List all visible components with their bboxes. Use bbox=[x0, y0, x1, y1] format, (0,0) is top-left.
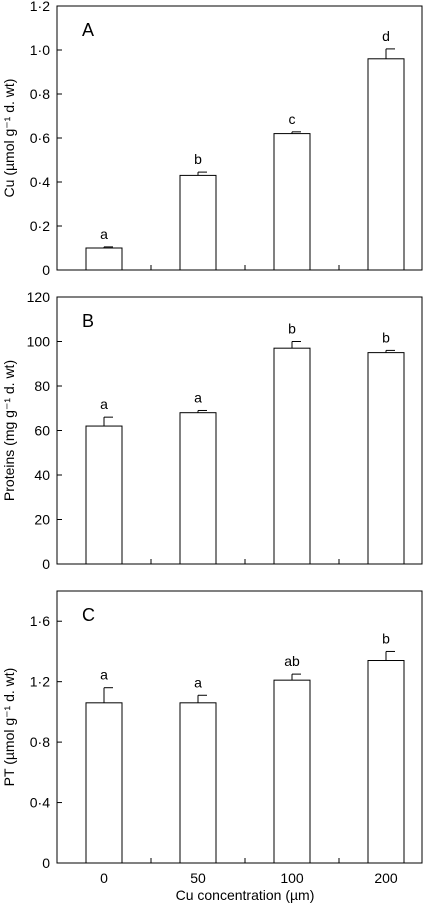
panel-a-bar bbox=[273, 133, 311, 271]
panel-b-ytick-label: 0 bbox=[42, 556, 50, 572]
panel-b-ytick-label: 80 bbox=[34, 378, 50, 394]
panel-c-significance-letter: ab bbox=[284, 653, 300, 669]
panel-c-ytick-label: 0·4 bbox=[30, 795, 50, 811]
panel-c-ytick-label: 0 bbox=[42, 855, 50, 871]
panel-c-significance-letter: a bbox=[194, 674, 202, 690]
panel-c-bar bbox=[179, 702, 217, 864]
panel-a-bar bbox=[367, 58, 405, 271]
panel-b-ytick-label: 120 bbox=[27, 289, 51, 305]
panel-b-significance-letter: a bbox=[194, 389, 202, 405]
panel-a-ytick-label: 1·0 bbox=[30, 42, 50, 58]
panel-b-bar bbox=[85, 425, 123, 565]
x-category-label: 100 bbox=[280, 870, 304, 886]
panel-a-ytick-label: 1·2 bbox=[30, 0, 50, 14]
panel-a-significance-letter: a bbox=[100, 226, 108, 242]
panel-b: 0 20 40 60 80 100 120 Proteins (mg g⁻¹ d. wt) Ba… bbox=[1, 289, 423, 572]
panel-a-ytick-label: 0 bbox=[42, 262, 50, 278]
panel-a: 0 0·2 0·4 0·6 0·8 1·0 1·2 Cu (µmol g⁻¹ d. wt) Aa… bbox=[1, 0, 423, 278]
panel-b-y-axis-label: Proteins (mg g⁻¹ d. wt) bbox=[1, 360, 17, 501]
panel-c-bar bbox=[273, 679, 311, 864]
panel-c-ytick-label: 1·2 bbox=[30, 674, 50, 690]
panel-a-y-axis-label: Cu (µmol g⁻¹ d. wt) bbox=[1, 79, 17, 198]
panel-c-bar bbox=[85, 702, 123, 864]
panel-b-significance-letter: a bbox=[100, 396, 108, 412]
panel-a-bar bbox=[179, 174, 217, 271]
panel-b-bar bbox=[273, 347, 311, 565]
panel-c-ytick-label: 0·8 bbox=[30, 734, 50, 750]
panel-a-letter: A bbox=[82, 20, 94, 40]
panel-a-significance-letter: b bbox=[194, 151, 202, 167]
panel-a-frame bbox=[56, 5, 423, 271]
panel-a-ytick-label: 0·6 bbox=[30, 130, 50, 146]
panel-a-ytick-label: 0·8 bbox=[30, 86, 50, 102]
panel-b-letter: B bbox=[82, 311, 94, 331]
panel-a-bar bbox=[85, 247, 123, 271]
x-category-label: 200 bbox=[374, 870, 398, 886]
panel-b-bar bbox=[367, 352, 405, 565]
panel-b-ytick-label: 20 bbox=[34, 512, 50, 528]
panel-c-bar bbox=[367, 660, 405, 864]
panel-b-significance-letter: b bbox=[382, 329, 390, 345]
shared-x-axis-label: Cu concentration (µm) bbox=[176, 887, 315, 903]
panel-c-frame bbox=[56, 590, 423, 864]
panel-b-ytick-label: 60 bbox=[34, 423, 50, 439]
panel-c-y-axis-label: PT (µmol g⁻¹ d. wt) bbox=[1, 668, 17, 787]
panel-a-significance-letter: d bbox=[382, 28, 390, 44]
panel-b-ytick-label: 100 bbox=[27, 334, 51, 350]
panel-c-ytick-label: 1·6 bbox=[30, 613, 50, 629]
panel-b-significance-letter: b bbox=[288, 321, 296, 337]
panel-c-letter: C bbox=[82, 605, 95, 625]
x-category-label: 0 bbox=[100, 870, 108, 886]
panel-c-significance-letter: a bbox=[100, 667, 108, 683]
panel-a-significance-letter: c bbox=[289, 111, 296, 127]
panel-c: 0 0·4 0·8 1·2 1·6 PT (µmol g⁻¹ d. wt) Ca a ab b 0 5… bbox=[1, 590, 423, 886]
panel-a-ytick-label: 0·2 bbox=[30, 218, 50, 234]
panel-b-bar bbox=[179, 412, 217, 565]
panels-group: 0 0·2 0·4 0·6 0·8 1·0 1·2 Cu (µmol g⁻¹ d. wt) Aa… bbox=[1, 0, 423, 886]
panel-a-ytick-label: 0·4 bbox=[30, 174, 50, 190]
x-category-label: 50 bbox=[190, 870, 206, 886]
panel-b-ytick-label: 40 bbox=[34, 467, 50, 483]
panel-c-significance-letter: b bbox=[382, 630, 390, 646]
